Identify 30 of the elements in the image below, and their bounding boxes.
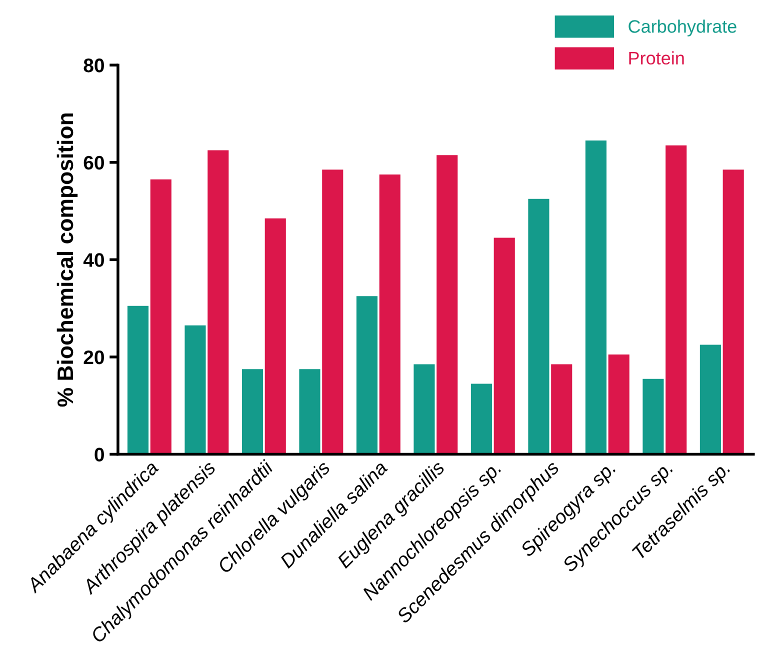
- bar: [208, 150, 229, 454]
- bar: [150, 179, 172, 454]
- bar: [242, 369, 264, 454]
- bar: [722, 170, 744, 454]
- bar: [436, 155, 458, 454]
- y-tick-label: 20: [84, 350, 104, 364]
- y-tick-label: 60: [84, 156, 104, 170]
- bar: [551, 364, 572, 454]
- y-axis-title: % Biochemical composition: [56, 113, 78, 407]
- bar: [494, 238, 515, 454]
- bar: [184, 325, 206, 454]
- bar: [379, 174, 400, 454]
- bar: [470, 384, 492, 454]
- bar: [356, 296, 378, 454]
- bar: [414, 364, 435, 454]
- bar: [127, 306, 149, 454]
- bar: [528, 198, 550, 454]
- y-tick-label: 80: [84, 58, 104, 72]
- bar: [299, 369, 320, 454]
- y-tick-label: 0: [94, 448, 104, 462]
- bar: [322, 170, 344, 454]
- legend-label: Protein: [629, 51, 684, 65]
- bar: [608, 354, 630, 454]
- bar: [700, 344, 721, 454]
- bar: [666, 145, 687, 454]
- bar: [264, 218, 286, 454]
- legend-label: Carbohydrate: [628, 20, 736, 36]
- bar: [642, 378, 664, 454]
- y-tick-label: 40: [83, 253, 104, 267]
- bar: [585, 140, 606, 454]
